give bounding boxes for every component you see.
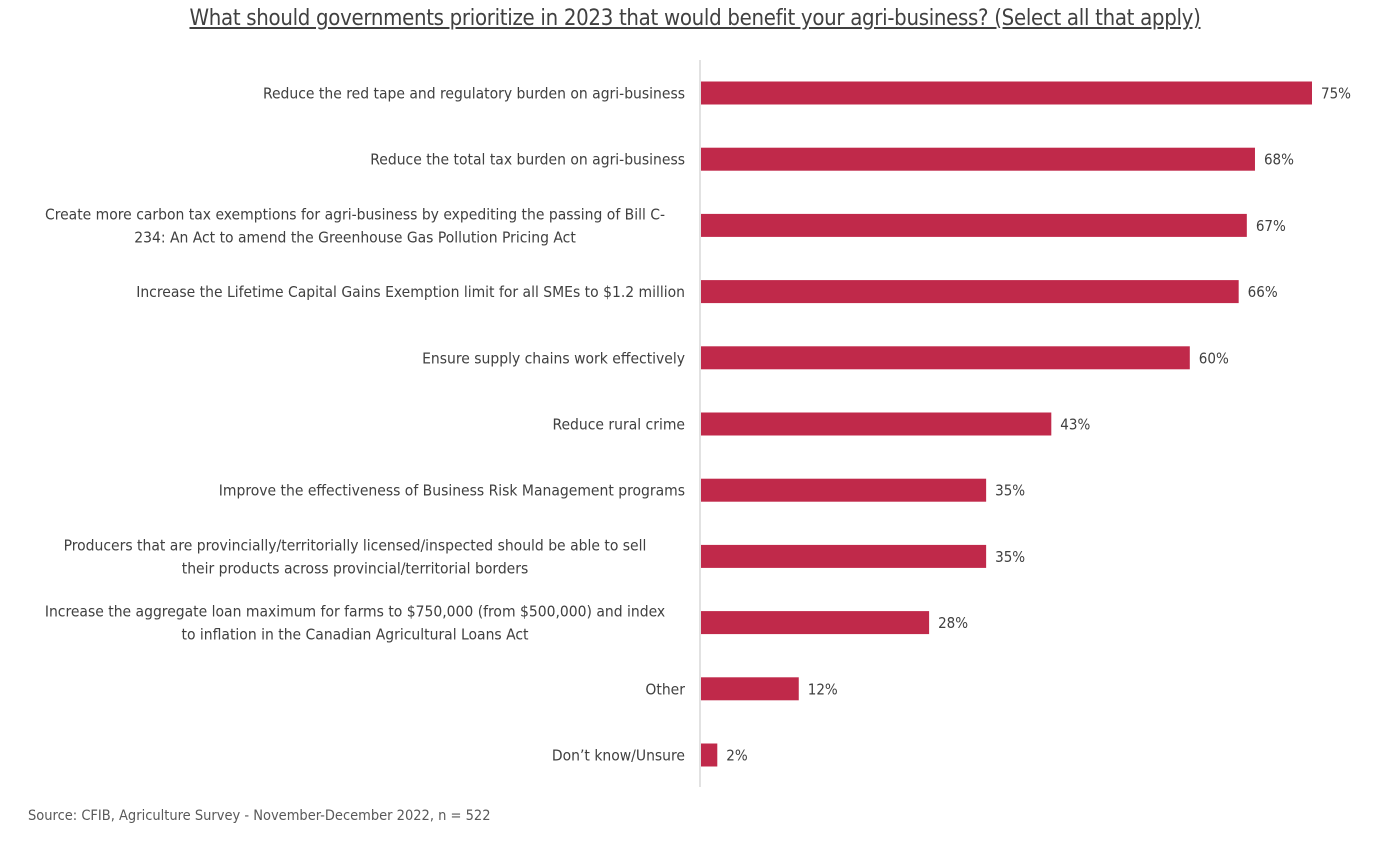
category-label: Other bbox=[645, 680, 685, 698]
bar bbox=[701, 412, 1052, 436]
data-label: 43% bbox=[1060, 416, 1090, 434]
data-label: 68% bbox=[1264, 151, 1294, 169]
category-label: Don’t know/Unsure bbox=[552, 747, 685, 765]
category-label: Increase the aggregate loan maximum for … bbox=[45, 603, 665, 621]
source-note: Source: CFIB, Agriculture Survey - Novem… bbox=[28, 808, 491, 824]
category-label: Ensure supply chains work effectively bbox=[422, 349, 685, 367]
chart-title: What should governments prioritize in 20… bbox=[189, 6, 1201, 31]
bar-chart: 75% Reduce the red tape and regulatory bu… bbox=[45, 60, 1351, 787]
category-label: Improve the effectiveness of Business Ri… bbox=[219, 482, 685, 500]
bar bbox=[701, 611, 930, 635]
category-label: 234: An Act to amend the Greenhouse Gas … bbox=[134, 228, 576, 246]
data-label: 75% bbox=[1321, 85, 1351, 103]
data-label: 67% bbox=[1256, 217, 1286, 235]
bar bbox=[701, 346, 1190, 370]
category-label: their products across provincial/territo… bbox=[182, 559, 529, 577]
bar bbox=[701, 280, 1239, 304]
bar bbox=[701, 677, 799, 701]
bar bbox=[701, 147, 1255, 171]
bar bbox=[701, 213, 1247, 237]
data-label: 28% bbox=[938, 614, 968, 632]
bar bbox=[701, 81, 1312, 105]
data-label: 60% bbox=[1199, 349, 1229, 367]
category-label: Producers that are provincially/territor… bbox=[64, 536, 647, 554]
bar bbox=[701, 544, 987, 568]
bar bbox=[701, 743, 718, 767]
category-label: Create more carbon tax exemptions for ag… bbox=[45, 205, 665, 223]
data-label: 12% bbox=[808, 680, 838, 698]
data-label: 35% bbox=[995, 548, 1025, 566]
category-label: to inflation in the Canadian Agricultura… bbox=[181, 626, 529, 644]
bar bbox=[701, 478, 987, 502]
category-label: Increase the Lifetime Capital Gains Exem… bbox=[136, 283, 685, 301]
data-label: 2% bbox=[726, 747, 748, 765]
data-label: 66% bbox=[1248, 283, 1278, 301]
category-label: Reduce the total tax burden on agri-busi… bbox=[370, 151, 685, 169]
category-label: Reduce the red tape and regulatory burde… bbox=[263, 85, 685, 103]
category-label: Reduce rural crime bbox=[552, 416, 685, 434]
data-label: 35% bbox=[995, 482, 1025, 500]
